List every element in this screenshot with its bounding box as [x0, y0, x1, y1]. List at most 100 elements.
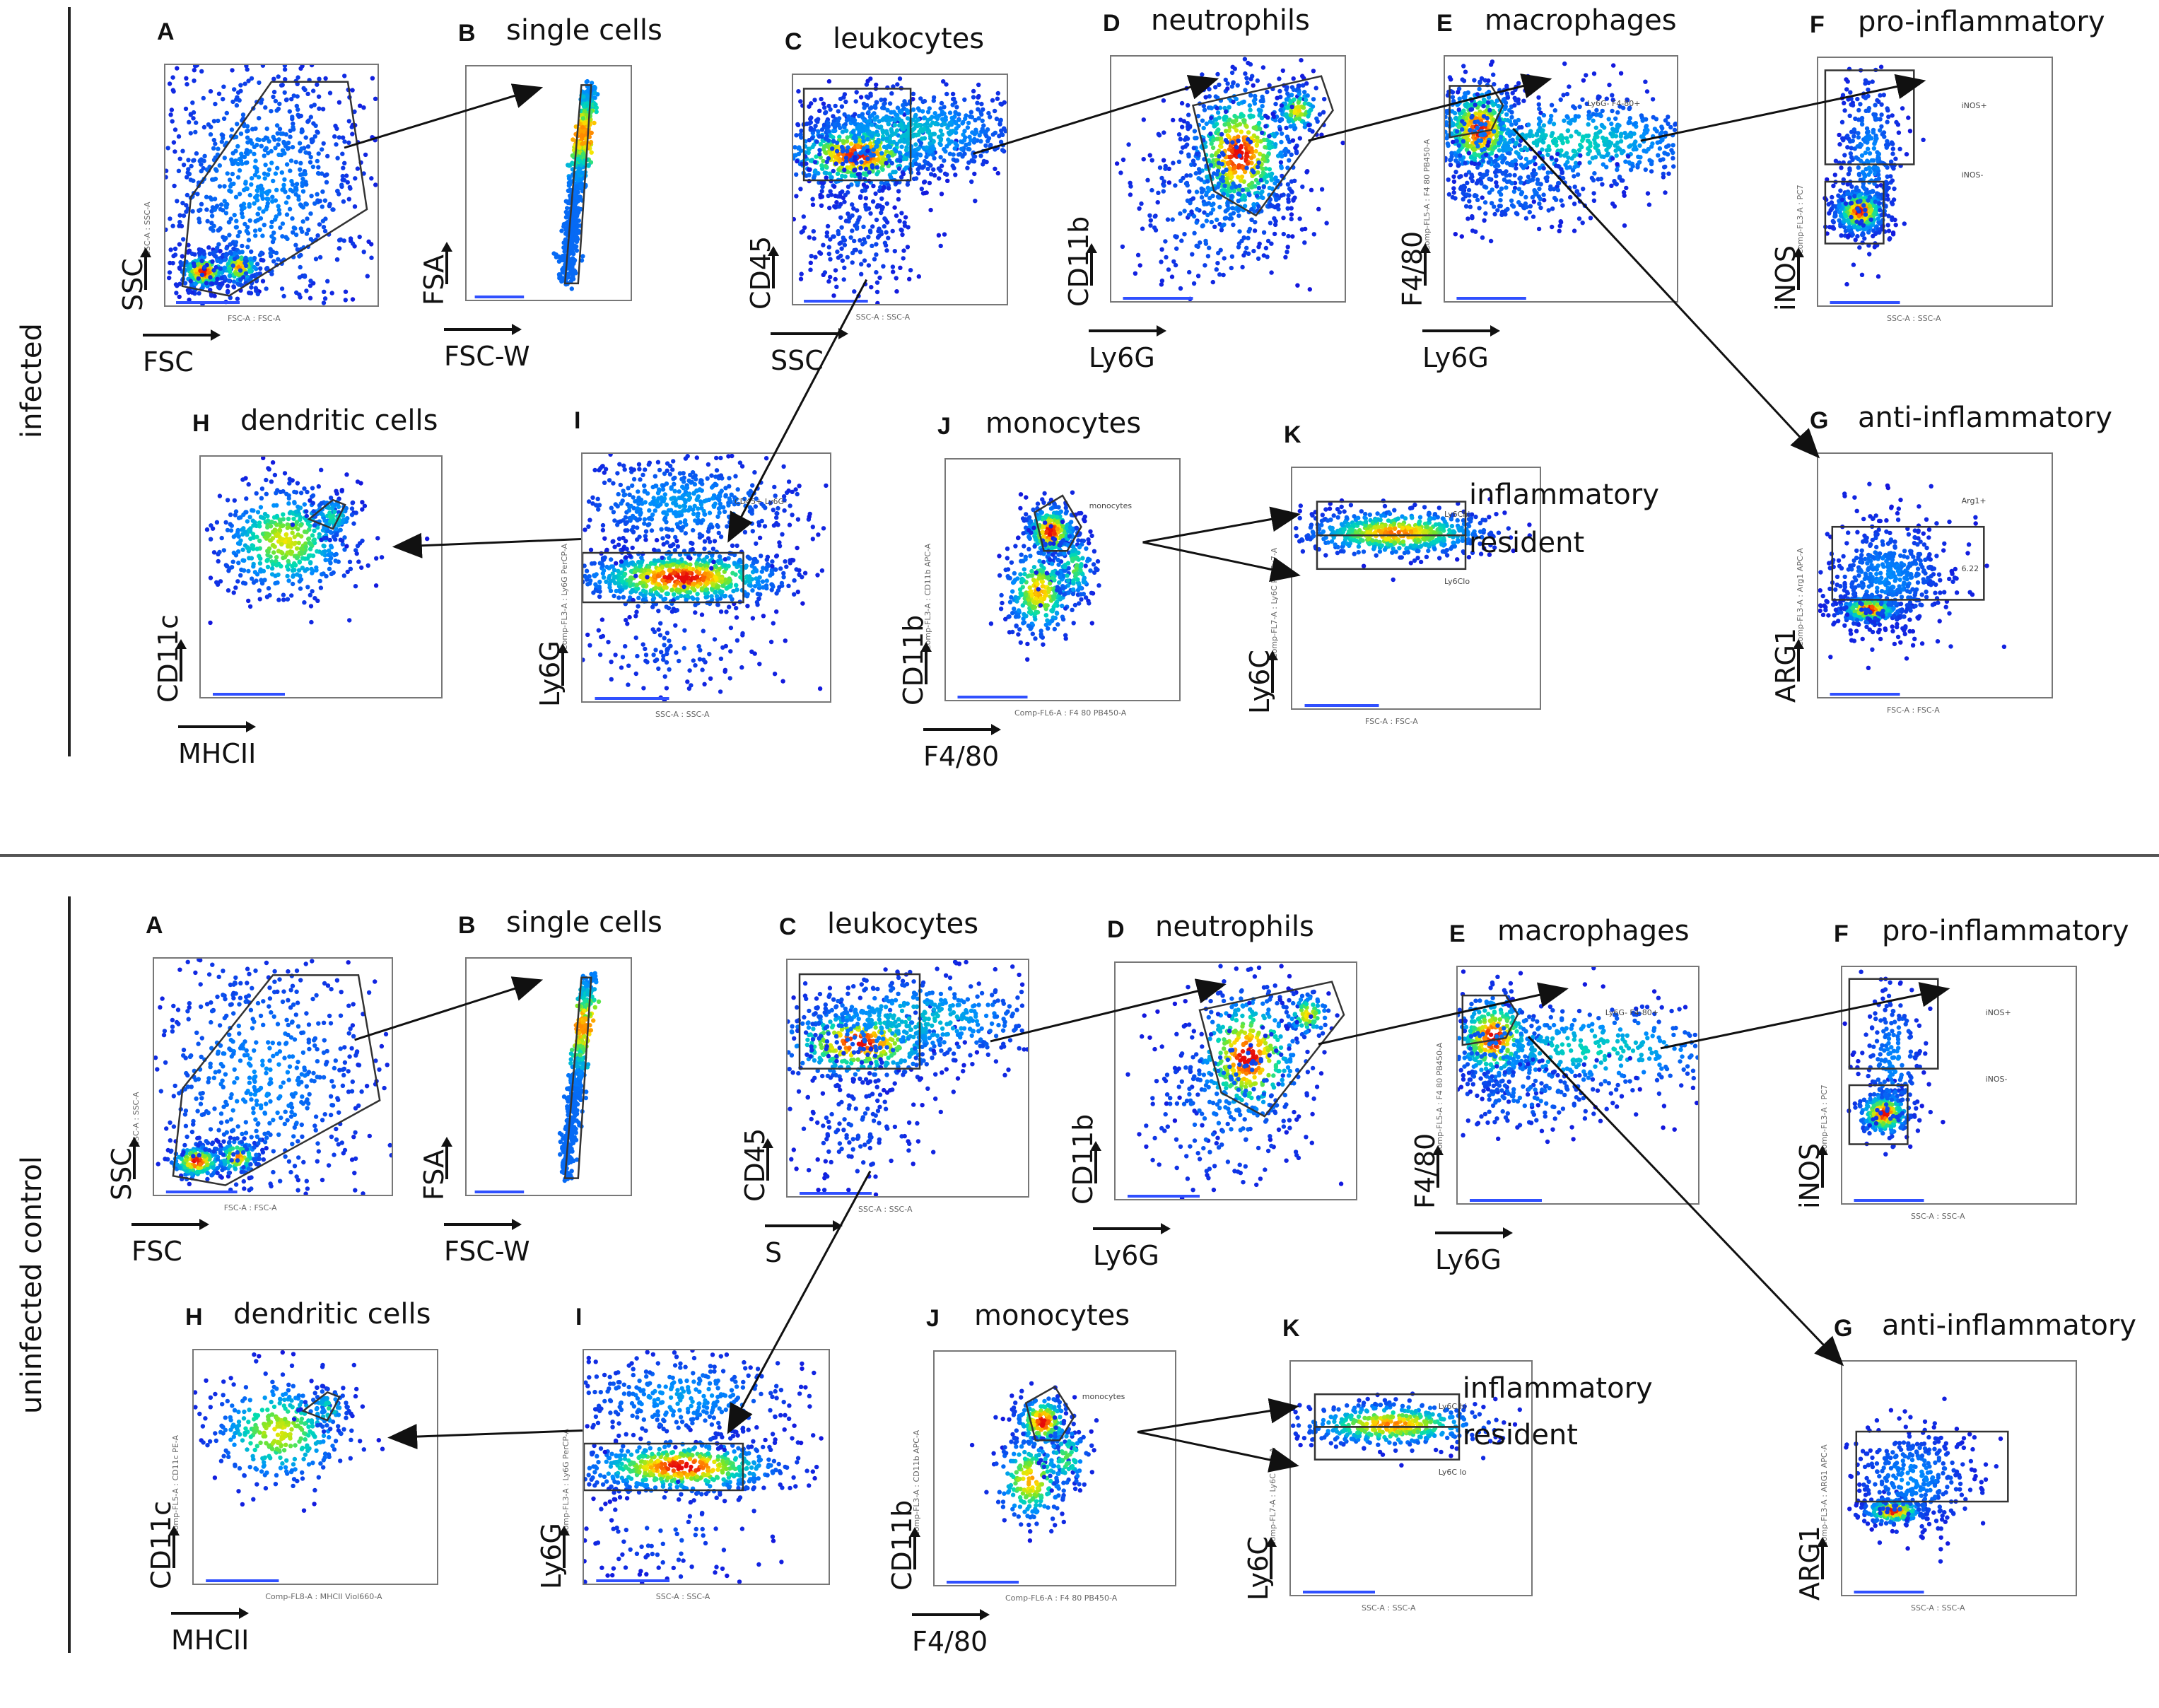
event-dot — [285, 236, 290, 242]
event-dot — [1147, 153, 1152, 158]
event-dot — [171, 253, 176, 259]
event-dot — [1222, 122, 1227, 127]
event-dot — [239, 211, 245, 216]
event-dot — [1161, 98, 1166, 103]
event-dot — [843, 174, 848, 179]
event-dot — [928, 131, 932, 136]
event-dot — [1229, 194, 1234, 199]
event-dot — [214, 280, 219, 285]
event-dot — [1183, 181, 1189, 186]
event-dot — [305, 91, 310, 96]
event-dot — [559, 228, 564, 233]
event-dot — [581, 104, 587, 109]
event-dot — [1246, 192, 1251, 197]
event-dot — [978, 153, 983, 158]
event-dot — [1225, 86, 1230, 91]
event-dot — [227, 267, 232, 271]
event-dot — [1184, 173, 1189, 178]
event-dot — [972, 171, 977, 177]
event-dot — [327, 201, 332, 206]
event-dot — [225, 290, 230, 295]
event-dot — [867, 228, 873, 233]
event-dot — [1227, 105, 1231, 110]
event-dot — [1174, 246, 1179, 251]
event-dot — [1234, 123, 1240, 128]
event-dot — [204, 281, 209, 286]
event-dot — [1289, 179, 1294, 184]
event-dot — [208, 89, 213, 94]
event-dot — [865, 156, 870, 161]
event-dot — [213, 141, 218, 146]
event-dot — [270, 199, 275, 204]
event-dot — [898, 154, 903, 159]
event-dot — [946, 137, 951, 142]
event-dot — [1607, 82, 1612, 88]
event-dot — [1458, 157, 1463, 162]
event-dot — [222, 265, 227, 270]
event-dot — [1248, 107, 1253, 112]
event-dot — [1463, 69, 1468, 74]
event-dot — [366, 239, 371, 244]
event-dot — [361, 171, 366, 176]
event-dot — [321, 141, 326, 146]
event-dot — [334, 126, 339, 131]
event-dot — [842, 125, 847, 130]
event-dot — [1234, 184, 1239, 189]
event-dot — [557, 276, 562, 281]
event-dot — [1260, 195, 1265, 201]
event-dot — [874, 124, 879, 129]
event-dot — [282, 67, 288, 72]
event-dot — [917, 165, 922, 170]
event-dot — [322, 228, 328, 234]
event-dot — [263, 135, 269, 140]
event-dot — [577, 145, 582, 150]
event-dot — [858, 195, 863, 200]
event-dot — [1152, 214, 1157, 219]
event-dot — [1217, 154, 1222, 159]
event-dot — [276, 74, 281, 79]
event-dot — [1279, 103, 1285, 108]
event-dot — [884, 248, 889, 253]
event-dot — [906, 225, 911, 230]
event-dot — [298, 295, 303, 300]
event-dot — [192, 78, 197, 83]
event-dot — [317, 76, 322, 81]
event-dot — [1564, 114, 1569, 119]
event-dot — [258, 266, 263, 271]
event-dot — [232, 256, 238, 262]
event-dot — [244, 65, 249, 69]
event-dot — [202, 264, 207, 270]
panel-letter: C — [785, 28, 802, 55]
event-dot — [976, 107, 981, 112]
event-dot — [276, 142, 281, 147]
event-dot — [573, 201, 578, 206]
event-dot — [947, 110, 953, 115]
event-dot — [244, 228, 249, 233]
event-dot — [833, 103, 838, 109]
event-dot — [826, 124, 831, 129]
event-dot — [930, 144, 935, 149]
event-dot — [1278, 160, 1284, 165]
event-dot — [170, 261, 175, 266]
event-dot — [1184, 86, 1189, 91]
event-dot — [870, 122, 874, 127]
event-dot — [219, 139, 224, 144]
event-dot — [852, 289, 857, 294]
event-dot — [911, 91, 916, 96]
event-dot — [944, 91, 949, 97]
event-dot — [1195, 274, 1201, 279]
event-dot — [1189, 162, 1194, 168]
event-dot — [796, 146, 801, 151]
event-dot — [1267, 83, 1272, 88]
event-dot — [1276, 206, 1281, 211]
event-dot — [1242, 57, 1248, 62]
event-dot — [907, 276, 912, 281]
event-dot — [863, 171, 869, 176]
event-dot — [807, 121, 812, 126]
event-dot — [830, 146, 835, 151]
event-dot — [1486, 95, 1492, 100]
event-dot — [221, 116, 227, 121]
event-dot — [904, 151, 909, 157]
event-dot — [882, 185, 887, 189]
x-axis-label: FSC — [143, 346, 194, 378]
